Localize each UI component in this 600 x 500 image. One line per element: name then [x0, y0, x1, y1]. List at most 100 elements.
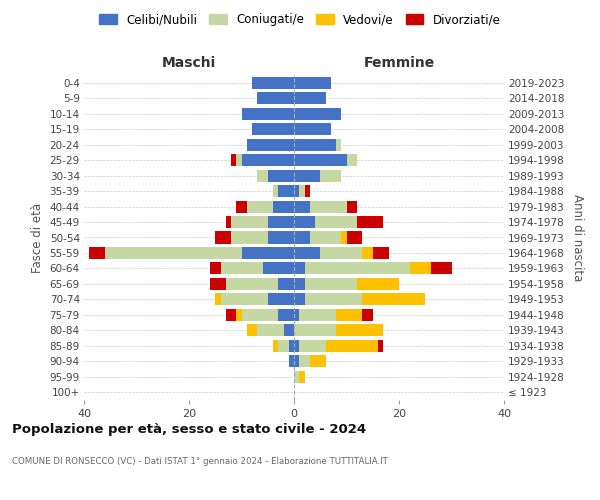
Bar — [215, 232, 231, 243]
Bar — [305, 185, 310, 197]
Bar — [299, 309, 336, 321]
Bar — [294, 371, 299, 383]
Bar — [336, 138, 341, 150]
Bar — [294, 247, 320, 259]
Bar — [315, 216, 357, 228]
Bar — [294, 340, 299, 352]
Bar — [294, 76, 331, 89]
Bar — [294, 108, 341, 120]
Bar — [294, 154, 347, 166]
Bar — [221, 262, 263, 274]
Bar — [336, 309, 362, 321]
Bar — [305, 294, 362, 306]
Bar — [257, 324, 284, 336]
Bar — [373, 247, 389, 259]
Bar — [247, 200, 273, 212]
Bar — [226, 309, 236, 321]
Bar — [357, 216, 383, 228]
Bar — [273, 185, 278, 197]
Bar — [263, 262, 294, 274]
Bar — [236, 200, 247, 212]
Bar — [294, 278, 305, 290]
Bar — [226, 216, 231, 228]
Bar — [89, 247, 105, 259]
Bar — [247, 324, 257, 336]
Bar — [362, 247, 373, 259]
Bar — [325, 340, 378, 352]
Bar — [294, 232, 310, 243]
Bar — [336, 324, 383, 336]
Bar — [215, 294, 221, 306]
Bar — [294, 216, 315, 228]
Bar — [226, 278, 278, 290]
Bar — [231, 154, 236, 166]
Bar — [347, 232, 362, 243]
Bar — [241, 247, 294, 259]
Bar — [294, 170, 320, 181]
Bar — [278, 340, 289, 352]
Bar — [294, 262, 305, 274]
Bar — [231, 232, 268, 243]
Bar — [273, 340, 278, 352]
Bar — [341, 232, 347, 243]
Bar — [310, 200, 347, 212]
Bar — [310, 232, 341, 243]
Bar — [320, 170, 341, 181]
Bar — [310, 356, 325, 368]
Bar — [431, 262, 452, 274]
Bar — [284, 324, 294, 336]
Bar — [294, 185, 299, 197]
Bar — [294, 309, 299, 321]
Bar — [241, 108, 294, 120]
Bar — [294, 138, 336, 150]
Text: Femmine: Femmine — [364, 56, 434, 70]
Bar — [305, 262, 409, 274]
Bar — [257, 170, 268, 181]
Bar — [289, 356, 294, 368]
Bar — [299, 356, 310, 368]
Bar — [299, 371, 305, 383]
Text: Maschi: Maschi — [162, 56, 216, 70]
Bar — [278, 278, 294, 290]
Bar — [268, 170, 294, 181]
Bar — [236, 154, 241, 166]
Bar — [268, 216, 294, 228]
Y-axis label: Anni di nascita: Anni di nascita — [571, 194, 584, 281]
Bar — [273, 200, 294, 212]
Bar — [278, 309, 294, 321]
Bar — [268, 294, 294, 306]
Bar — [299, 185, 305, 197]
Y-axis label: Fasce di età: Fasce di età — [31, 202, 44, 272]
Text: COMUNE DI RONSECCO (VC) - Dati ISTAT 1° gennaio 2024 - Elaborazione TUTTITALIA.I: COMUNE DI RONSECCO (VC) - Dati ISTAT 1° … — [12, 458, 388, 466]
Bar — [299, 340, 325, 352]
Bar — [294, 92, 325, 104]
Bar — [362, 309, 373, 321]
Bar — [252, 76, 294, 89]
Bar — [294, 356, 299, 368]
Bar — [210, 278, 226, 290]
Bar — [252, 123, 294, 135]
Bar — [320, 247, 362, 259]
Bar — [241, 154, 294, 166]
Bar — [289, 340, 294, 352]
Bar — [231, 216, 268, 228]
Bar — [357, 278, 399, 290]
Text: Popolazione per età, sesso e stato civile - 2024: Popolazione per età, sesso e stato civil… — [12, 422, 366, 436]
Bar — [268, 232, 294, 243]
Bar — [378, 340, 383, 352]
Bar — [257, 92, 294, 104]
Legend: Celibi/Nubili, Coniugati/e, Vedovi/e, Divorziati/e: Celibi/Nubili, Coniugati/e, Vedovi/e, Di… — [95, 8, 505, 31]
Bar — [347, 154, 357, 166]
Bar — [362, 294, 425, 306]
Bar — [294, 123, 331, 135]
Bar — [409, 262, 431, 274]
Bar — [294, 200, 310, 212]
Bar — [236, 309, 241, 321]
Bar — [241, 309, 278, 321]
Bar — [210, 262, 221, 274]
Bar — [105, 247, 241, 259]
Bar — [247, 138, 294, 150]
Bar — [221, 294, 268, 306]
Bar — [347, 200, 357, 212]
Bar — [294, 294, 305, 306]
